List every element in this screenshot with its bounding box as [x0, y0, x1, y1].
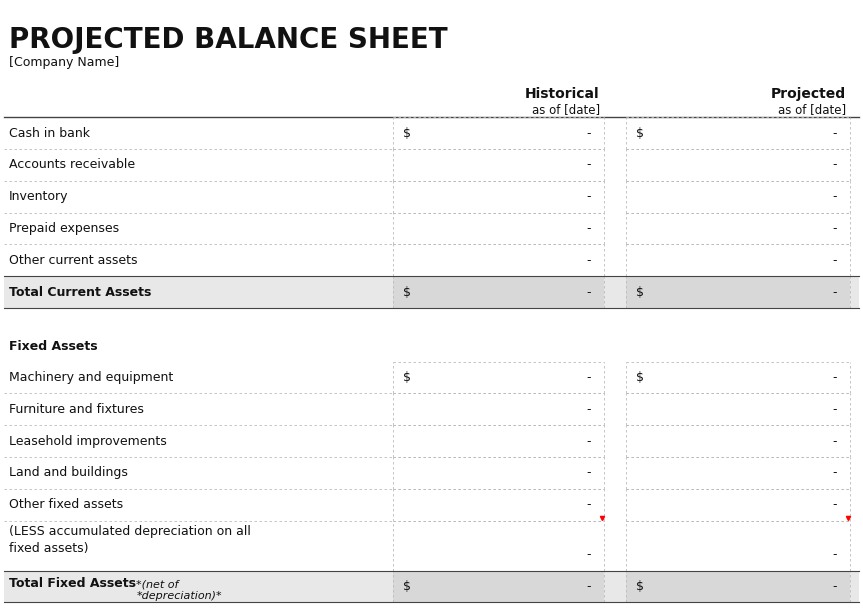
Text: Prepaid expenses: Prepaid expenses	[9, 222, 119, 235]
Text: *depreciation)*: *depreciation)*	[136, 591, 222, 601]
Text: Fixed Assets: Fixed Assets	[9, 340, 98, 353]
Text: (LESS accumulated depreciation on all
fixed assets): (LESS accumulated depreciation on all fi…	[9, 525, 250, 555]
Bar	[393, 276, 604, 308]
Text: Machinery and equipment: Machinery and equipment	[9, 371, 173, 384]
Text: -: -	[587, 371, 591, 384]
Text: $: $	[403, 371, 411, 384]
Text: $: $	[636, 580, 644, 593]
Text: $: $	[403, 126, 411, 140]
Text: -: -	[833, 403, 837, 416]
Text: Total Current Assets: Total Current Assets	[9, 285, 151, 299]
Text: -: -	[587, 254, 591, 267]
Text: -: -	[833, 285, 837, 299]
Text: -: -	[833, 190, 837, 203]
Text: -: -	[833, 254, 837, 267]
Text: -: -	[587, 498, 591, 511]
Text: -: -	[587, 434, 591, 448]
Text: $: $	[403, 285, 411, 299]
Text: -: -	[587, 126, 591, 140]
Text: as of [date]: as of [date]	[778, 103, 846, 115]
Text: -: -	[833, 371, 837, 384]
Text: -: -	[833, 222, 837, 235]
Bar	[626, 571, 850, 602]
Text: -: -	[587, 158, 591, 172]
Text: Other current assets: Other current assets	[9, 254, 137, 267]
Bar	[4, 276, 859, 308]
Text: -: -	[587, 466, 591, 480]
Text: -: -	[587, 190, 591, 203]
Text: Projected: Projected	[771, 87, 846, 101]
Bar	[626, 276, 850, 308]
Text: Furniture and fixtures: Furniture and fixtures	[9, 403, 143, 416]
Text: $: $	[636, 371, 644, 384]
Text: -: -	[833, 466, 837, 480]
Text: Land and buildings: Land and buildings	[9, 466, 128, 480]
Text: $: $	[636, 285, 644, 299]
Text: [Company Name]: [Company Name]	[9, 56, 119, 69]
Text: PROJECTED BALANCE SHEET: PROJECTED BALANCE SHEET	[9, 26, 447, 54]
Bar	[4, 571, 859, 602]
Text: -: -	[587, 222, 591, 235]
Text: -: -	[833, 158, 837, 172]
Text: $: $	[636, 126, 644, 140]
Text: Cash in bank: Cash in bank	[9, 126, 90, 140]
Text: as of [date]: as of [date]	[532, 103, 600, 115]
Bar	[393, 571, 604, 602]
Text: -: -	[587, 548, 591, 561]
Text: -: -	[587, 580, 591, 593]
Text: Other fixed assets: Other fixed assets	[9, 498, 123, 511]
Text: -: -	[833, 580, 837, 593]
Text: Historical: Historical	[526, 87, 600, 101]
Text: -: -	[833, 548, 837, 561]
Text: -: -	[833, 126, 837, 140]
Text: Total Fixed Assets: Total Fixed Assets	[9, 577, 140, 590]
Text: Leasehold improvements: Leasehold improvements	[9, 434, 167, 448]
Text: *(net of: *(net of	[136, 580, 179, 590]
Text: $: $	[403, 580, 411, 593]
Text: -: -	[833, 498, 837, 511]
Text: -: -	[833, 434, 837, 448]
Text: -: -	[587, 403, 591, 416]
Text: Accounts receivable: Accounts receivable	[9, 158, 135, 172]
Text: Inventory: Inventory	[9, 190, 68, 203]
Text: -: -	[587, 285, 591, 299]
